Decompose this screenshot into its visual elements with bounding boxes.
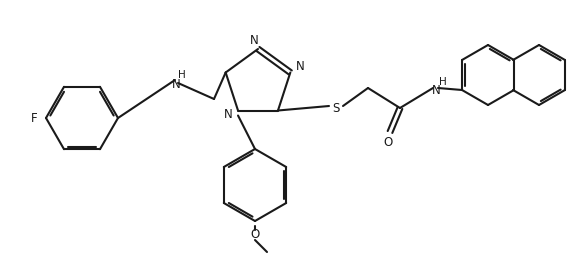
Text: O: O [383, 136, 392, 150]
Text: N: N [432, 84, 440, 98]
Text: S: S [332, 101, 340, 114]
Text: N: N [296, 60, 305, 73]
Text: N: N [171, 78, 181, 91]
Text: N: N [224, 108, 233, 121]
Text: F: F [31, 112, 37, 124]
Text: N: N [250, 35, 258, 48]
Text: H: H [178, 70, 186, 80]
Text: H: H [439, 77, 447, 87]
Text: O: O [250, 229, 260, 241]
